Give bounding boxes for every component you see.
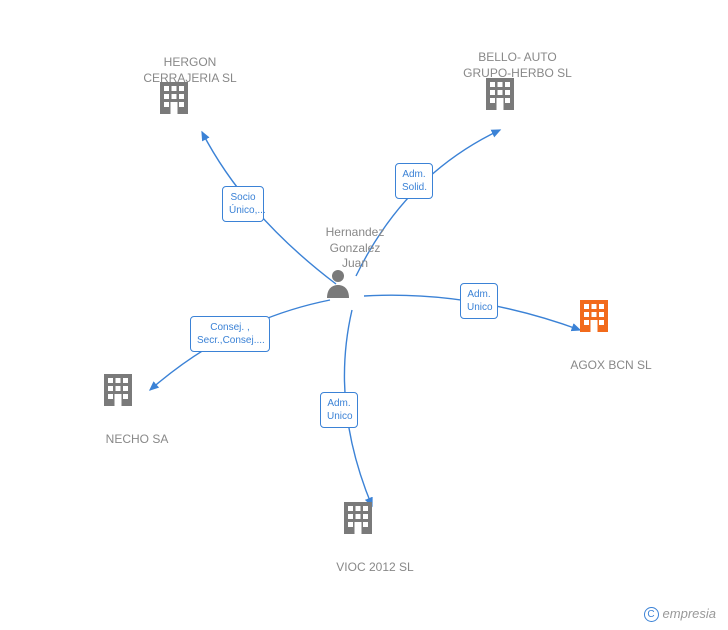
building-icon (484, 76, 516, 112)
building-icon (342, 500, 374, 536)
company-node-label: NECHO SA (92, 432, 182, 448)
building-icon (578, 298, 610, 334)
edge-label: Adm. Unico (320, 392, 358, 428)
center-node-label: Hernandez Gonzalez Juan (315, 225, 395, 272)
building-icon (102, 372, 134, 408)
company-node-label: HERGON CERRAJERIA SL (125, 55, 255, 86)
footer-credit: Cempresia (644, 606, 716, 622)
edge-label: Consej. , Secr.,Consej.... (190, 316, 270, 352)
copyright-icon: C (644, 607, 659, 622)
company-node-label: BELLO- AUTO GRUPO-HERBO SL (445, 50, 590, 81)
company-node-label: VIOC 2012 SL (320, 560, 430, 576)
edge-label: Adm. Unico (460, 283, 498, 319)
edge-label: Socio Único,... (222, 186, 264, 222)
company-node-label: AGOX BCN SL (556, 358, 666, 374)
edge-label: Adm. Solid. (395, 163, 433, 199)
person-icon (325, 268, 351, 298)
footer-text: empresia (663, 606, 716, 621)
